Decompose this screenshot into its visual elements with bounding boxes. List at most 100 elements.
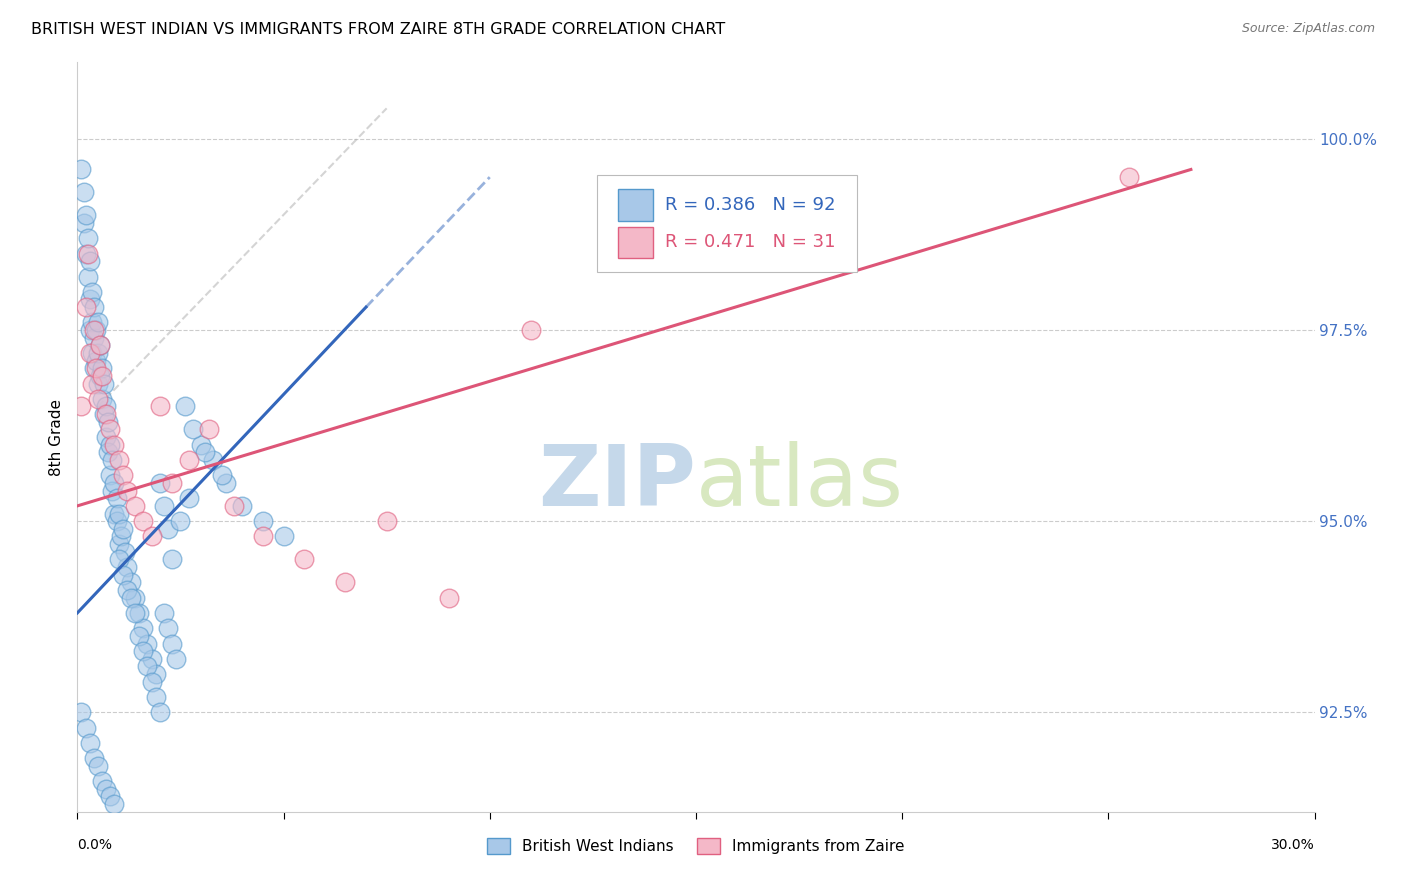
Point	[107, 537, 129, 551]
Point	[124, 591, 146, 605]
Point	[103, 797, 125, 811]
Point	[128, 629, 150, 643]
Point	[215, 475, 238, 490]
Point	[128, 606, 150, 620]
Point	[96, 781, 118, 796]
Point	[141, 529, 163, 543]
Point	[84, 353, 107, 368]
Point	[1118, 170, 1140, 185]
FancyBboxPatch shape	[619, 227, 652, 258]
Point	[83, 751, 105, 765]
Point	[157, 621, 180, 635]
Point	[141, 674, 163, 689]
Point	[437, 591, 460, 605]
Text: Source: ZipAtlas.com: Source: ZipAtlas.com	[1241, 22, 1375, 36]
Point	[75, 721, 97, 735]
Point	[132, 621, 155, 635]
Text: atlas: atlas	[696, 441, 904, 524]
Text: BRITISH WEST INDIAN VS IMMIGRANTS FROM ZAIRE 8TH GRADE CORRELATION CHART: BRITISH WEST INDIAN VS IMMIGRANTS FROM Z…	[31, 22, 725, 37]
Point	[198, 422, 221, 436]
Point	[89, 368, 111, 383]
Point	[87, 759, 110, 773]
Point	[120, 591, 142, 605]
Point	[97, 415, 120, 429]
FancyBboxPatch shape	[598, 175, 856, 272]
Point	[160, 636, 183, 650]
Point	[103, 438, 125, 452]
Point	[84, 323, 107, 337]
FancyBboxPatch shape	[619, 189, 652, 220]
Text: R = 0.471   N = 31: R = 0.471 N = 31	[665, 234, 835, 252]
Point	[80, 376, 103, 391]
Point	[124, 606, 146, 620]
Point	[105, 491, 128, 506]
Point	[273, 529, 295, 543]
Point	[101, 483, 124, 498]
Text: R = 0.386   N = 92: R = 0.386 N = 92	[665, 196, 835, 214]
Point	[87, 315, 110, 329]
Point	[160, 475, 183, 490]
Point	[87, 392, 110, 406]
Point	[83, 300, 105, 314]
Point	[91, 392, 114, 406]
Point	[79, 736, 101, 750]
Point	[101, 453, 124, 467]
Point	[75, 300, 97, 314]
Point	[87, 346, 110, 360]
Point	[132, 644, 155, 658]
Point	[145, 690, 167, 704]
Point	[84, 361, 107, 376]
Point	[89, 338, 111, 352]
Point	[72, 216, 94, 230]
Point	[70, 162, 93, 177]
Point	[98, 468, 121, 483]
Point	[80, 315, 103, 329]
Point	[79, 323, 101, 337]
Point	[96, 400, 118, 414]
Point	[76, 231, 98, 245]
Point	[107, 507, 129, 521]
Point	[190, 438, 212, 452]
Point	[87, 376, 110, 391]
Point	[141, 652, 163, 666]
Point	[252, 529, 274, 543]
Point	[96, 430, 118, 444]
Point	[124, 499, 146, 513]
Point	[72, 186, 94, 200]
Point	[79, 346, 101, 360]
Point	[105, 514, 128, 528]
Point	[132, 514, 155, 528]
Point	[103, 507, 125, 521]
Point	[181, 422, 204, 436]
Point	[79, 254, 101, 268]
Point	[149, 706, 172, 720]
Point	[70, 706, 93, 720]
Point	[252, 514, 274, 528]
Point	[520, 323, 543, 337]
Point	[75, 208, 97, 222]
Point	[98, 438, 121, 452]
Point	[93, 407, 115, 421]
Point	[157, 522, 180, 536]
Point	[70, 400, 93, 414]
Point	[211, 468, 233, 483]
Point	[111, 522, 134, 536]
Point	[136, 659, 159, 673]
Point	[222, 499, 245, 513]
Point	[136, 636, 159, 650]
Point	[76, 246, 98, 260]
Point	[107, 453, 129, 467]
Point	[153, 499, 176, 513]
Point	[110, 529, 132, 543]
Legend: British West Indians, Immigrants from Zaire: British West Indians, Immigrants from Za…	[481, 832, 911, 860]
Point	[96, 407, 118, 421]
Point	[98, 789, 121, 804]
Point	[375, 514, 398, 528]
Point	[335, 575, 357, 590]
Point	[173, 400, 195, 414]
Point	[103, 475, 125, 490]
Point	[145, 667, 167, 681]
Point	[80, 285, 103, 299]
Point	[231, 499, 253, 513]
Point	[149, 400, 172, 414]
